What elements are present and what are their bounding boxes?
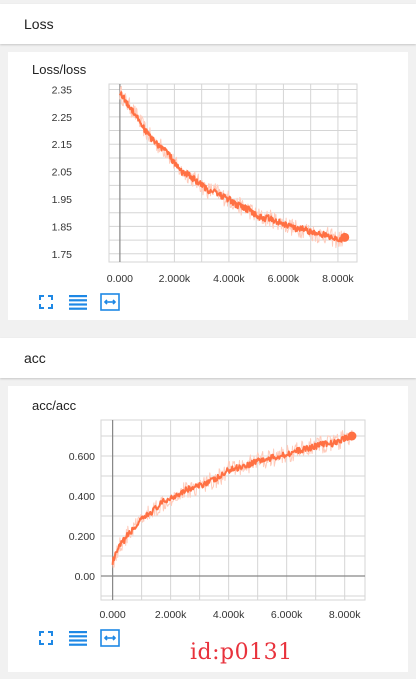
x-tick-label: 4.000k (213, 609, 245, 621)
y-tick-label: 0.600 (69, 451, 95, 463)
plot-frame (108, 83, 358, 263)
y-tick-label: 2.15 (52, 139, 73, 151)
data-table-icon (69, 295, 87, 310)
x-tick-label: 6.000k (271, 609, 303, 621)
section-title: acc (24, 350, 46, 366)
y-tick-label: 1.95 (52, 194, 73, 206)
fullscreen-icon (39, 631, 53, 645)
last-point-marker (347, 431, 357, 441)
y-tick-label: 2.05 (52, 167, 73, 179)
data-table-button[interactable] (68, 628, 88, 648)
chart-title: Loss/loss (32, 62, 87, 77)
section-title: Loss (24, 16, 54, 32)
x-tick-label: 0.000 (99, 609, 125, 621)
y-tick-label: 1.85 (52, 221, 73, 233)
grid (101, 420, 365, 600)
fit-domain-icon (100, 293, 120, 311)
data-table-button[interactable] (68, 292, 88, 312)
bottom-divider (0, 672, 416, 679)
acc-chart[interactable]: 0.000 2.000k 4.000k 6.000k 8.000k 0.600 0.400 0… (8, 386, 408, 626)
y-tick-label: 1.75 (52, 249, 73, 261)
y-tick-label: 0.00 (75, 571, 96, 583)
chart-card-loss: Loss/loss 0.000 2.000k 4.000k 6.000k 8.000k 2… (8, 52, 408, 320)
fit-domain-button[interactable] (100, 628, 120, 648)
plot-frame (100, 419, 366, 601)
x-tick-label: 0.000 (107, 273, 133, 285)
loss-chart[interactable]: 0.000 2.000k 4.000k 6.000k 8.000k 2.35 2.25 2.1… (8, 52, 408, 292)
x-tick-label: 8.000k (329, 609, 361, 621)
section-header-acc[interactable]: acc (0, 338, 416, 378)
chart-toolbar (36, 292, 120, 312)
y-tick-label: 2.35 (52, 84, 73, 96)
y-tick-label: 2.25 (52, 112, 73, 124)
fit-domain-button[interactable] (100, 292, 120, 312)
x-tick-label: 2.000k (155, 609, 187, 621)
smoothed-series-line (119, 91, 346, 243)
y-tick-label: 0.400 (69, 491, 95, 503)
fullscreen-icon (39, 295, 53, 309)
chart-toolbar (36, 628, 120, 648)
x-tick-label: 2.000k (159, 273, 191, 285)
y-tick-label: 0.200 (69, 531, 95, 543)
fit-domain-icon (100, 629, 120, 647)
chart-card-acc: acc/acc 0.000 2.000k 4.000k 6.000k 8.000k 0.6… (8, 386, 408, 672)
x-tick-label: 4.000k (213, 273, 245, 285)
watermark-text: id:p0131 (190, 640, 293, 665)
chart-title: acc/acc (32, 398, 77, 413)
fullscreen-button[interactable] (36, 628, 56, 648)
section-header-loss[interactable]: Loss (0, 4, 416, 44)
smoothed-series-line (111, 433, 353, 565)
fullscreen-button[interactable] (36, 292, 56, 312)
x-tick-label: 8.000k (322, 273, 354, 285)
last-point-marker (340, 232, 350, 242)
data-table-icon (69, 631, 87, 646)
x-tick-label: 6.000k (268, 273, 300, 285)
